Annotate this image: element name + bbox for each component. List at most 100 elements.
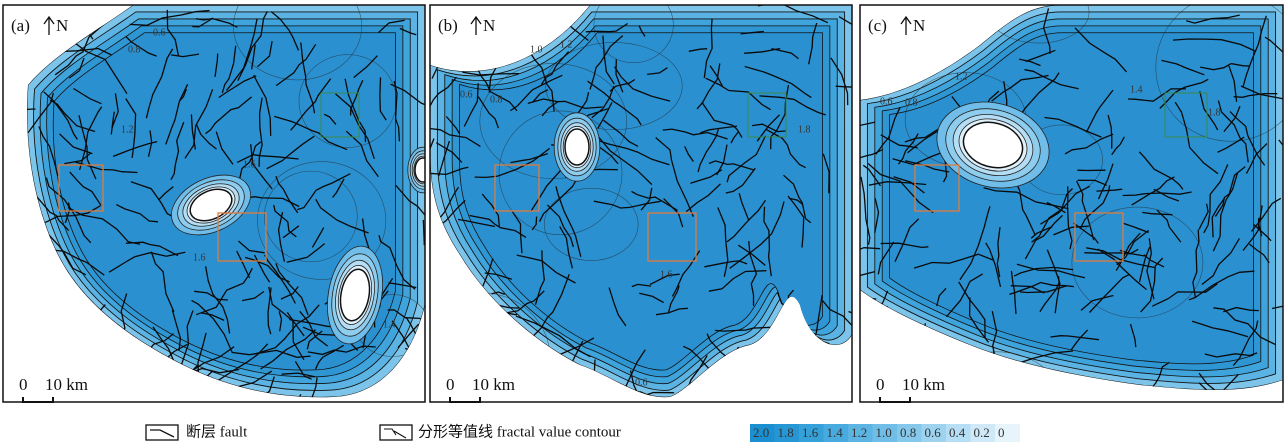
fault <box>983 351 994 418</box>
fault <box>543 401 555 426</box>
scale-length: 10 km <box>902 375 945 394</box>
legend-contour-label: 分形等值线 fractal value contour <box>418 422 621 440</box>
fault <box>139 367 163 400</box>
panel-label: (b) <box>438 16 458 35</box>
contour-label: 1.2 <box>560 39 573 50</box>
contour-label: 1.2 <box>121 124 134 135</box>
fault <box>4 182 20 240</box>
fault <box>779 349 781 377</box>
fault <box>405 348 430 368</box>
fault <box>967 382 988 403</box>
legend-fault-label: 断层 fault <box>186 423 248 440</box>
fault <box>1137 394 1199 417</box>
fault <box>846 375 855 420</box>
contour-label: 1.6 <box>660 269 673 280</box>
fault <box>424 278 448 295</box>
fault <box>1113 387 1120 409</box>
legend-fault-swatch <box>146 425 178 440</box>
fault <box>867 337 894 343</box>
contour-label: 0.6 <box>460 89 473 100</box>
fault <box>1074 382 1094 414</box>
fault <box>74 305 106 337</box>
north-arrow <box>471 17 481 35</box>
north-label: N <box>483 16 495 35</box>
contour-label: 1.6 <box>193 252 206 263</box>
scale-length: 10 km <box>472 375 515 394</box>
fault <box>902 73 931 75</box>
fault <box>466 328 473 348</box>
low-value-zone <box>554 113 600 181</box>
contour-label: 1.4 <box>383 319 396 330</box>
contour-label: 0.8 <box>128 44 141 55</box>
fault <box>151 365 197 416</box>
north-arrow <box>901 17 911 35</box>
scale-zero: 0 <box>876 375 885 394</box>
fault <box>568 382 575 425</box>
fault <box>763 374 778 398</box>
fault <box>92 365 112 383</box>
colorbar-label: 0.6 <box>925 425 942 440</box>
fault <box>700 377 758 386</box>
contour-label: 0.8 <box>490 94 503 105</box>
contour-label: 1.4 <box>1130 84 1143 95</box>
map-panel: 0.6 0.8 1.0 1.2 1.6 1.8 0.6 (b) N 0 10 km <box>384 0 908 445</box>
panel-label: (a) <box>11 16 30 35</box>
fault <box>119 389 194 420</box>
fault <box>1112 393 1132 406</box>
contour-label: 0.8 <box>905 97 918 108</box>
fault <box>520 35 553 38</box>
fault <box>917 27 975 38</box>
fault <box>530 384 544 411</box>
colorbar-label: 0.8 <box>900 425 916 440</box>
fault <box>193 396 199 423</box>
scale-zero: 0 <box>19 375 28 394</box>
colorbar-label: 1.2 <box>851 425 867 440</box>
contour-label: 1.0 <box>530 44 543 55</box>
contour-label: 1.6 <box>243 159 256 170</box>
fault <box>522 364 551 396</box>
scale-bar <box>23 397 53 402</box>
fault <box>389 352 467 405</box>
colorbar-label: 1.0 <box>876 425 892 440</box>
fault <box>398 358 414 405</box>
fault <box>725 367 746 423</box>
fault <box>589 360 595 429</box>
fault <box>1115 395 1155 434</box>
map-panel: 0.6 0.8 1.2 1.6 1.6 1.4 (a) N 0 10 km <box>0 0 444 445</box>
fault <box>813 389 883 397</box>
scale-zero: 0 <box>446 375 455 394</box>
fault <box>908 323 926 367</box>
colorbar-label: 2.0 <box>753 425 769 440</box>
legend: 断层 fault 分形等值线 fractal value contour 2.0 1.… <box>146 422 1020 442</box>
fault <box>262 394 301 436</box>
colorbar-label: 1.4 <box>827 425 844 440</box>
fault <box>0 161 26 162</box>
contour-label: 1.2 <box>955 71 968 82</box>
fault <box>884 402 923 422</box>
contour-label: 0.6 <box>880 96 893 107</box>
contour-label: 1.8 <box>798 124 811 135</box>
fault <box>866 40 890 49</box>
fault <box>39 26 56 31</box>
colorbar-label: 0 <box>998 425 1005 440</box>
fault <box>700 394 770 422</box>
scale-length: 10 km <box>45 375 88 394</box>
fault <box>13 344 44 347</box>
fault <box>163 371 212 411</box>
contour-label: 0.6 <box>153 27 166 38</box>
colorbar-label: 0.4 <box>949 425 966 440</box>
colorbar-label: 0.2 <box>974 425 990 440</box>
fault <box>887 345 893 380</box>
contour-label: 0.6 <box>635 377 648 388</box>
colorbar-label: 1.8 <box>778 425 794 440</box>
fault <box>439 232 442 261</box>
fault <box>1226 401 1245 432</box>
scale-bar <box>450 397 480 402</box>
colorbar-label: 1.6 <box>802 425 819 440</box>
north-arrow <box>44 17 54 35</box>
figure: 0.6 0.8 1.2 1.6 1.6 1.4 (a) N 0 10 km 0.6 0.8 1.0 1.2… <box>0 0 1286 445</box>
north-label: N <box>56 16 68 35</box>
fault <box>475 322 497 330</box>
panel-label: (c) <box>868 16 887 35</box>
